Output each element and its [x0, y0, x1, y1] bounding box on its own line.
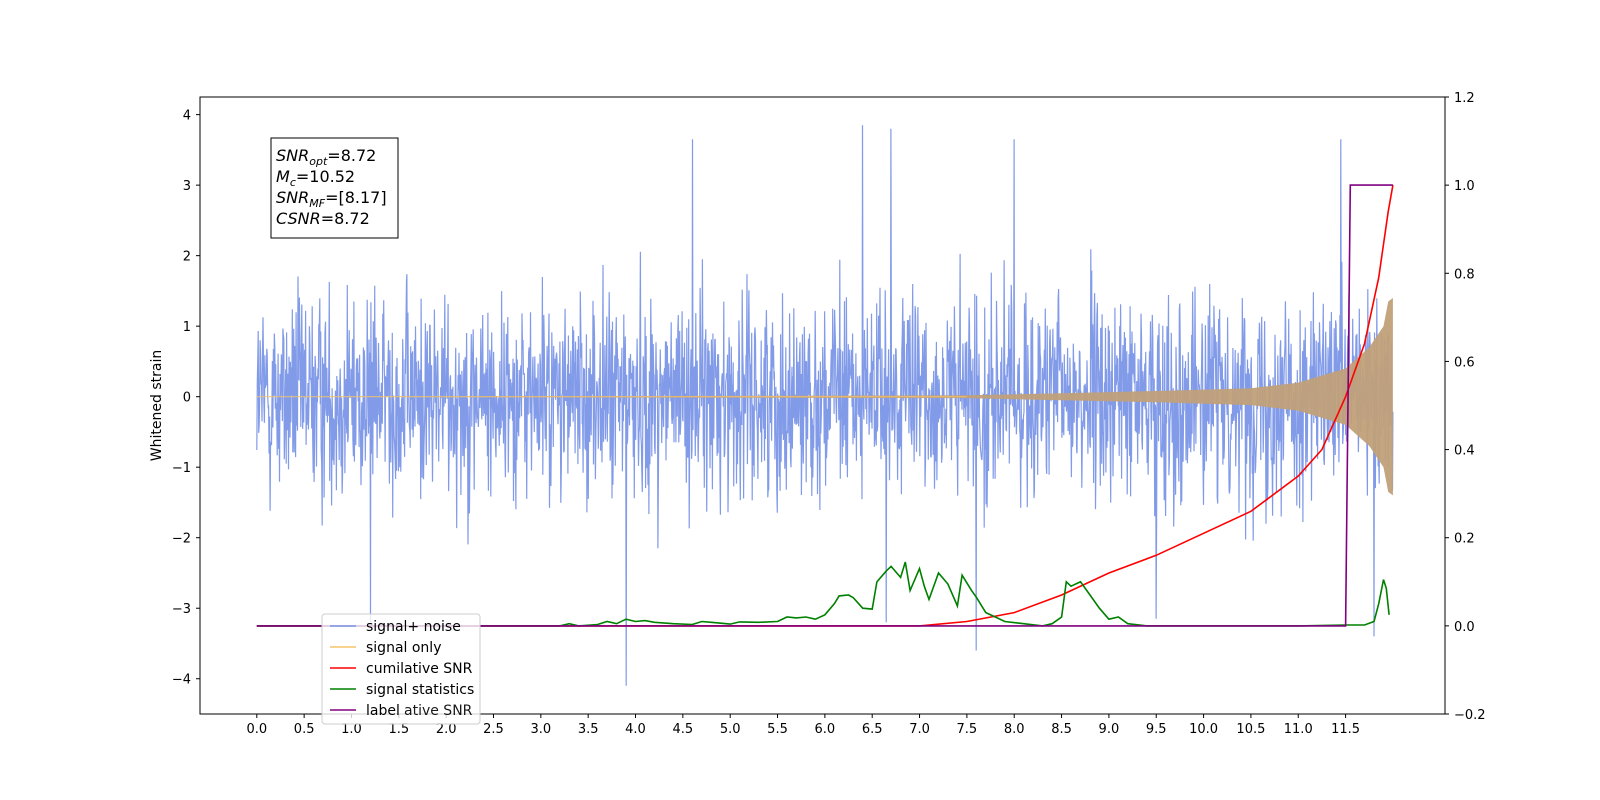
- y-right-tick-label: 0.2: [1454, 532, 1475, 547]
- legend-frame: [321, 613, 481, 725]
- y-left-tick-label: −1: [172, 461, 191, 476]
- y-left-tick-label: 4: [183, 109, 191, 124]
- x-tick-label: 2.0: [436, 722, 457, 737]
- x-tick-label: 6.5: [862, 722, 883, 737]
- legend: signal+ noise signal only cumilative SNR si…: [321, 613, 481, 725]
- annotation-line: SNRopt=8.72: [276, 146, 376, 168]
- x-tick-label: 9.5: [1146, 722, 1167, 737]
- series-signal-statistics-line: [256, 561, 1390, 627]
- x-tick-label: 1.5: [388, 722, 409, 737]
- x-tick-label: 8.0: [1004, 722, 1025, 737]
- plot-area: [256, 125, 1394, 686]
- y-left-tick-label: −4: [172, 673, 191, 688]
- legend-ghost-text: ative SNR: [404, 703, 473, 719]
- legend-entry-label: signal statistics: [366, 682, 474, 698]
- series-signal-noise-line: [256, 125, 1394, 686]
- x-tick-label: 7.5: [957, 722, 978, 737]
- x-tick-label: 8.5: [1051, 722, 1072, 737]
- y-left-tick-label: 1: [183, 320, 191, 335]
- y-left-tick-label: 3: [183, 179, 191, 194]
- x-tick-label: 4.0: [625, 722, 646, 737]
- y-right-tick-label: 0.0: [1454, 620, 1475, 635]
- y-right-tick-label: 0.4: [1454, 444, 1475, 459]
- x-tick-label: 2.5: [483, 722, 504, 737]
- legend-entry-label: cumilative SNR: [366, 661, 473, 677]
- y-left-tick-label: −2: [172, 532, 191, 547]
- annotation-line: CSNR=8.72: [276, 209, 370, 228]
- x-tick-label: 4.5: [673, 722, 694, 737]
- x-tick-label: 3.0: [530, 722, 551, 737]
- legend-entry-label: label: [366, 703, 400, 719]
- y-right-tick-label: 0.8: [1454, 267, 1475, 282]
- y-axis-left: 4 3 2 1 0 −1 −2 −3 −4: [172, 109, 200, 688]
- y-right-tick-label: 0.6: [1454, 355, 1475, 370]
- y-left-tick-label: −3: [172, 602, 191, 617]
- plot-frame: [199, 96, 1446, 715]
- x-tick-label: 10.0: [1189, 722, 1218, 737]
- y-left-tick-label: 2: [183, 250, 191, 265]
- x-tick-label: 3.5: [578, 722, 599, 737]
- x-tick-label: 11.0: [1284, 722, 1313, 737]
- x-tick-label: 0.5: [294, 722, 315, 737]
- annotation-line: SNRMF=[8.17]: [276, 188, 387, 210]
- annotation-line: Mc=10.52: [276, 167, 355, 189]
- legend-entry-label: signal+ noise: [366, 619, 461, 635]
- x-tick-label: 1.0: [341, 722, 362, 737]
- x-tick-label: 11.5: [1331, 722, 1360, 737]
- y-left-tick-label: 0: [183, 391, 191, 406]
- annotation-frame: [270, 137, 399, 239]
- y-axis-right: 1.2 1.0 0.8 0.6 0.4 0.2 0.0 −0.2: [1445, 91, 1486, 723]
- x-tick-label: 10.5: [1236, 722, 1265, 737]
- x-tick-label: 9.0: [1099, 722, 1120, 737]
- series-cumulative-snr-line: [256, 184, 1394, 627]
- x-tick-label: 5.5: [767, 722, 788, 737]
- y-right-tick-label: 1.0: [1454, 179, 1475, 194]
- y-axis-label: Whitened strain: [149, 350, 165, 461]
- x-tick-label: 0.0: [246, 722, 267, 737]
- x-tick-label: 6.0: [815, 722, 836, 737]
- y-right-tick-label: −0.2: [1454, 708, 1486, 723]
- series-label-line: [256, 184, 1393, 627]
- legend-entry-label: signal only: [366, 640, 441, 656]
- x-axis: 0.0 0.5 1.0 1.5 2.0 2.5 3.0 3.5 4.0 4.5 5.0 5.5 6.0 6…: [246, 714, 1360, 737]
- x-tick-label: 7.0: [909, 722, 930, 737]
- y-right-tick-label: 1.2: [1454, 91, 1475, 106]
- x-tick-label: 5.0: [720, 722, 741, 737]
